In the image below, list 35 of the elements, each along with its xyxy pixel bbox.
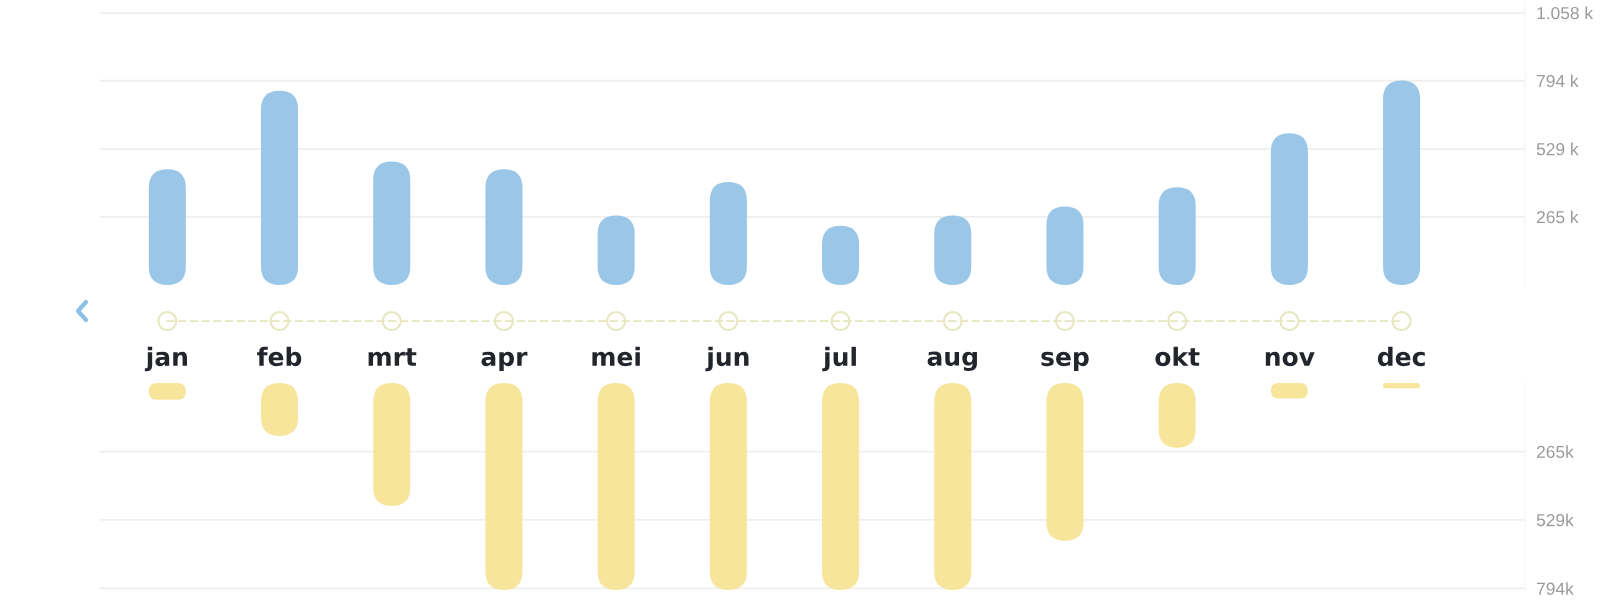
bar — [1383, 383, 1421, 389]
bar — [148, 169, 186, 285]
y-tick-label: 529k — [1536, 513, 1574, 527]
y-tick-label: 794k — [1537, 582, 1574, 595]
bar — [709, 182, 747, 285]
x-tick-label: aug — [927, 351, 977, 371]
bar — [1158, 187, 1196, 285]
x-tick-label: nov — [1265, 351, 1315, 367]
bar — [373, 161, 411, 285]
x-tick-label: jul — [822, 346, 856, 372]
y-tick-label: 794 k — [1537, 74, 1579, 88]
bar — [373, 383, 411, 506]
bar — [1046, 383, 1084, 541]
x-tick-label: apr — [481, 351, 528, 371]
bar — [1383, 80, 1421, 285]
y-tick-label: 265k — [1536, 445, 1574, 459]
bar — [1270, 133, 1308, 285]
x-tick-label: sep — [1041, 351, 1089, 371]
x-tick-label: feb — [257, 346, 302, 367]
bar — [934, 383, 972, 590]
x-tick-label: okt — [1155, 346, 1200, 367]
bar — [261, 90, 299, 285]
bar — [485, 383, 523, 590]
x-tick-label: jun — [705, 346, 749, 372]
x-tick-label: mrt — [368, 348, 417, 366]
bar — [485, 169, 523, 285]
y-tick-label: 1.058 k — [1537, 6, 1594, 20]
x-tick-label: mei — [592, 346, 640, 367]
y-tick-label: 265 k — [1536, 210, 1579, 224]
y-tick-label: 529 k — [1536, 142, 1579, 156]
bar — [597, 383, 635, 590]
x-tick-label: dec — [1377, 346, 1425, 367]
bar — [709, 383, 747, 590]
x-tick-label: jan — [144, 346, 187, 372]
bar — [822, 383, 860, 590]
